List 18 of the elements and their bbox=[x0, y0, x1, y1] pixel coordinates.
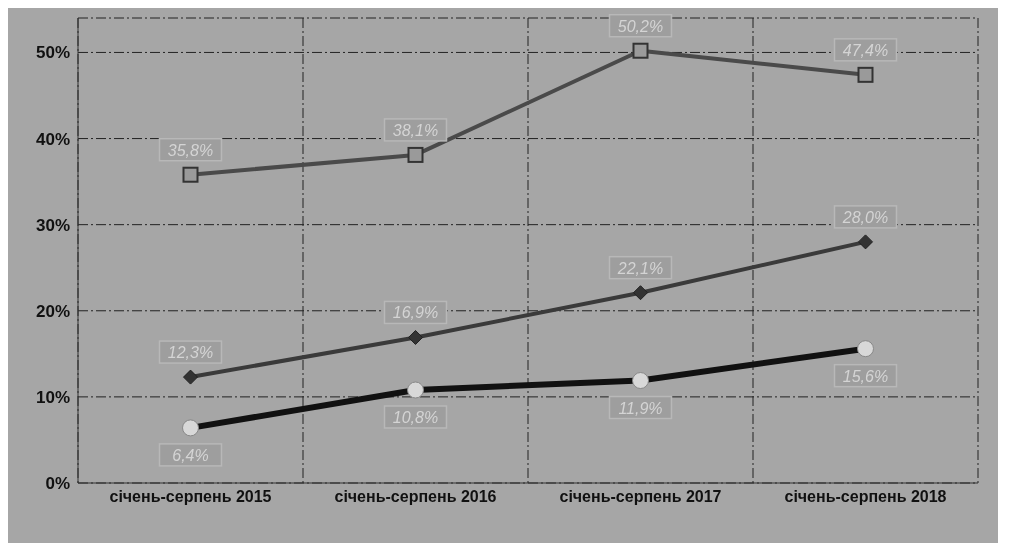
point bbox=[633, 285, 648, 301]
y-tick-label: 50% bbox=[35, 43, 70, 63]
point bbox=[858, 234, 873, 250]
y-tick-label: 40% bbox=[35, 129, 70, 149]
y-tick-label: 0% bbox=[45, 474, 70, 494]
point bbox=[408, 329, 423, 345]
y-tick-label: 10% bbox=[35, 387, 70, 407]
point bbox=[183, 369, 198, 385]
x-tick-label: січень-серпень 2015 bbox=[109, 488, 272, 506]
point bbox=[407, 146, 424, 163]
point bbox=[182, 166, 199, 183]
x-tick-label: січень-серпень 2016 bbox=[334, 488, 497, 506]
point bbox=[857, 66, 874, 83]
x-tick-label: січень-серпень 2018 bbox=[784, 488, 947, 506]
point bbox=[632, 42, 649, 59]
y-tick-label: 20% bbox=[35, 301, 70, 321]
y-tick-label: 30% bbox=[35, 215, 70, 235]
x-tick-label: січень-серпень 2017 bbox=[559, 488, 722, 506]
